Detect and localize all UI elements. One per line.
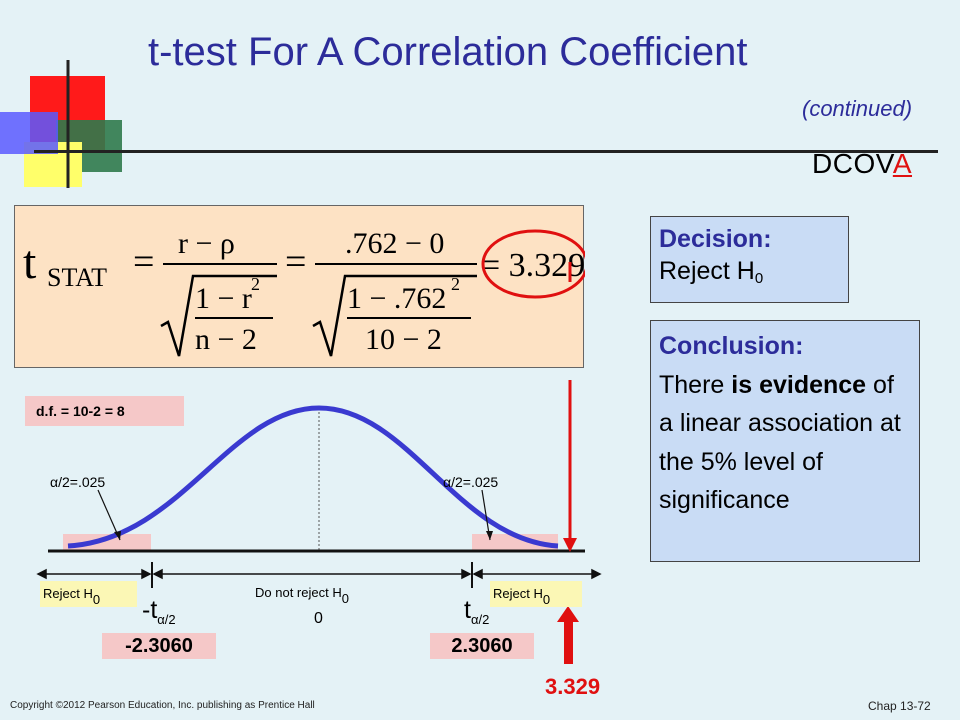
formula-t-sub: STAT bbox=[47, 263, 107, 292]
dcova-highlight: A bbox=[892, 148, 913, 179]
formula-rad-den1: n − 2 bbox=[195, 323, 257, 356]
conclusion-box: Conclusion: There is evidence of a linea… bbox=[650, 320, 920, 562]
region-arrows bbox=[36, 568, 602, 580]
alpha-left-label: α/2=.025 bbox=[50, 474, 106, 490]
df-label: d.f. = 10-2 = 8 bbox=[25, 396, 184, 426]
t-distribution-diagram bbox=[36, 380, 602, 664]
result-highlight-circle bbox=[481, 229, 585, 299]
formula-rad-num1: 1 − r bbox=[195, 282, 252, 315]
formula-sq2: 2 bbox=[451, 274, 460, 294]
right-critical-label: tα/2 bbox=[464, 596, 490, 627]
conclusion-text: There is evidence of a linear associatio… bbox=[659, 370, 901, 515]
copyright-footer: Copyright ©2012 Pearson Education, Inc. … bbox=[10, 700, 315, 711]
formula-eq1: = bbox=[133, 241, 154, 283]
test-statistic-value: 3.329 bbox=[545, 674, 601, 699]
decorative-squares-logo bbox=[0, 60, 122, 188]
test-stat-arrow-head bbox=[563, 538, 577, 552]
conclusion-heading: Conclusion: bbox=[659, 332, 804, 360]
reject-label-left: Reject H0 bbox=[40, 581, 137, 607]
formula-eq2: = bbox=[285, 241, 306, 283]
formula-sq1: 2 bbox=[251, 274, 260, 294]
decision-box: Decision: Reject H0 bbox=[650, 216, 849, 303]
test-stat-up-arrow-shaft bbox=[564, 616, 573, 664]
decision-heading: Decision: bbox=[659, 225, 772, 253]
title-divider bbox=[34, 150, 938, 153]
decision-text: Reject H0 bbox=[659, 257, 764, 287]
formula-t: t bbox=[23, 236, 37, 289]
chapter-number: Chap 13-72 bbox=[868, 699, 931, 713]
left-critical-value: -2.3060 bbox=[102, 633, 216, 659]
formula-rad-num2: 1 − .762 bbox=[347, 282, 446, 315]
right-critical-value: 2.3060 bbox=[430, 633, 534, 659]
formula-svg: t STAT = r − ρ 1 − r 2 n − 2 = .762 − 0 … bbox=[23, 227, 585, 357]
center-value: 0 bbox=[314, 610, 323, 627]
formula-num2: .762 − 0 bbox=[345, 227, 444, 260]
right-rejection-area bbox=[472, 534, 558, 550]
reject-label-right: Reject H0 bbox=[490, 581, 582, 607]
formula-num1: r − ρ bbox=[178, 227, 235, 260]
bell-curve bbox=[67, 405, 559, 549]
dcova-label: DCOVA bbox=[812, 148, 913, 179]
test-stat-up-arrow-head bbox=[557, 606, 579, 622]
formula-rad-den2: 10 − 2 bbox=[365, 323, 442, 356]
connector-line bbox=[568, 262, 572, 282]
subtitle: (continued) bbox=[802, 96, 913, 121]
alpha-right-label: α/2=.025 bbox=[443, 474, 499, 490]
page-title: t-test For A Correlation Coefficient bbox=[148, 30, 748, 74]
formula-box: t STAT = r − ρ 1 − r 2 n − 2 = .762 − 0 … bbox=[14, 205, 585, 368]
left-critical-label: -tα/2 bbox=[142, 596, 176, 627]
formula-result: = 3.329 bbox=[481, 247, 585, 284]
do-not-reject-label: Do not reject H0 bbox=[255, 585, 349, 606]
